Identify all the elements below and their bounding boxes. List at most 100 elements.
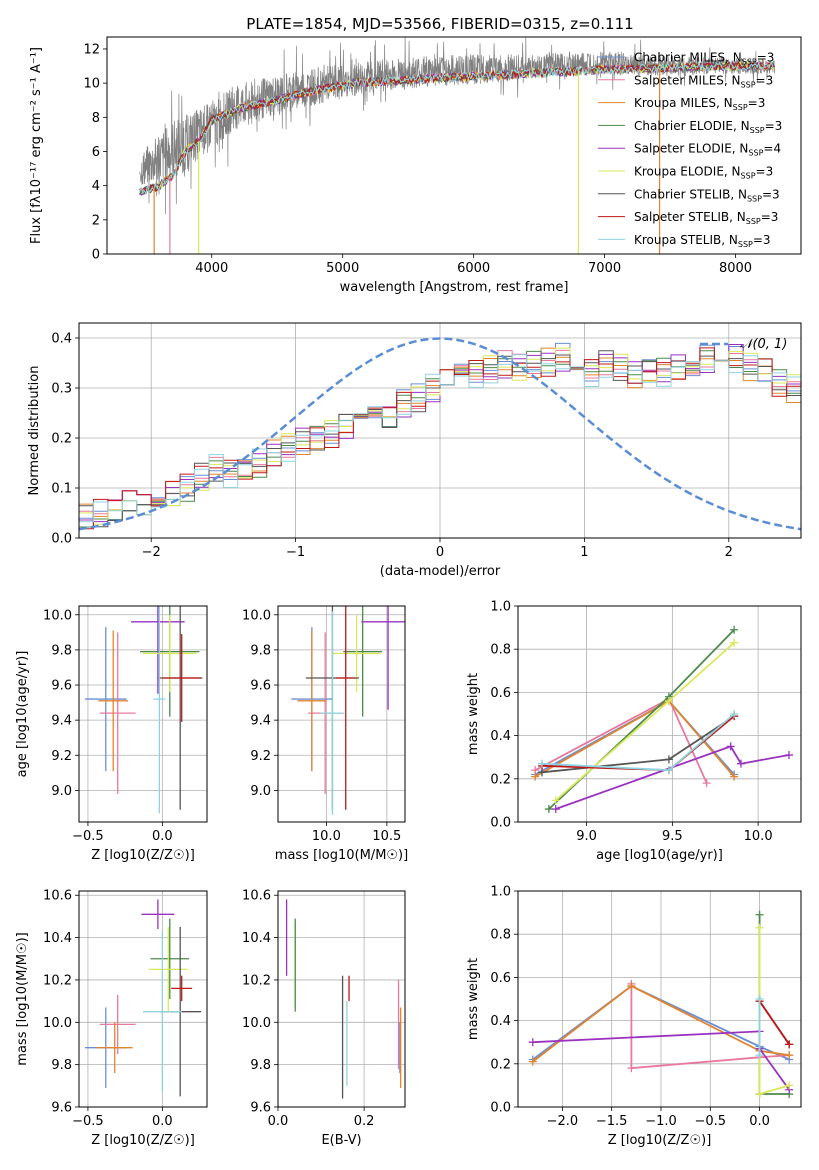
tick-label-y: 10.4 (43, 931, 72, 946)
tick-label-y: 0.6 (490, 686, 511, 701)
tick-label-y: 10.6 (43, 889, 72, 904)
weight-marker-kroupa_stelib (538, 759, 547, 768)
axes-frame (277, 890, 406, 1108)
legend-label-sub: SSP (741, 172, 756, 181)
legend-label: Kroupa STELIB, NSSP=3 (634, 233, 771, 249)
errorbar-chabrier_miles (84, 627, 127, 772)
tick-label-y: 10 (83, 77, 100, 92)
legend-label-tail: =3 (753, 233, 771, 247)
tick-label-y: 10.2 (43, 973, 72, 988)
y-axis-label: Normed distribution (27, 366, 42, 496)
y-axis-label: Flux [fλ10⁻¹⁷ erg cm⁻² s⁻¹ A⁻¹] (29, 47, 44, 244)
tick-label-x: 8000 (719, 261, 752, 276)
tick-label-x: 0.0 (268, 1114, 289, 1129)
legend-label-tail: =3 (765, 119, 783, 133)
legend-label-sub: SSP (733, 103, 748, 112)
errorbar-salpeter_elodie (361, 606, 405, 710)
axes-frame (517, 605, 802, 823)
histogram-kroupa_elodie (79, 347, 801, 538)
plot-area-age_vs_mass (291, 606, 405, 815)
weight-marker-kroupa_stelib (755, 995, 764, 1003)
legend-label-tail: =3 (748, 96, 766, 110)
errorbar-salpeter_stelib (336, 606, 356, 810)
tick-label-y: 0.2 (490, 772, 511, 787)
tick-label-x: −0.5 (72, 1114, 104, 1129)
legend-label-base: Chabrier STELIB, N (634, 187, 747, 201)
tick-label-y: 9.6 (51, 679, 72, 694)
weight-marker-kroupa_elodie (551, 796, 560, 805)
histogram-salpeter_stelib (79, 347, 801, 538)
legend-label-gaussian: 𝒩(0, 1) (740, 337, 787, 352)
legend-label-sub: SSP (747, 194, 762, 203)
axes-frame (78, 605, 208, 823)
axes-age_vs_mass: 10.0 10.5 9.0 9.2 9.4 9.6 9.8 10.0 mass [log10(M… (242, 605, 408, 863)
legend-label-base: Chabrier ELODIE, N (634, 119, 750, 133)
x-axis-label: Z [log10(Z/Z☉)] (91, 1133, 195, 1148)
weight-marker-chabrier_elodie (730, 625, 739, 634)
tick-label-x: 0.0 (152, 1114, 173, 1129)
ticks-weight_vs_age: 9.0 9.5 10.0 0.0 0.2 0.4 0.6 0.8 1.0 (490, 600, 772, 845)
legend-label-tail: =3 (761, 210, 779, 224)
tick-label-y: 1.0 (490, 885, 511, 900)
tick-label-y: 0.0 (51, 532, 72, 547)
tick-label-x: 0.0 (749, 1114, 770, 1129)
weight-marker-kroupa_miles (785, 1051, 794, 1060)
legend-label-tail: =3 (762, 187, 780, 201)
weight-line-salpeter_stelib (758, 1000, 790, 1045)
plot-area-mass_vs_Z (84, 899, 202, 1097)
x-axis-label: age [log10(age/yr)] (596, 848, 723, 863)
tick-label-x: 6000 (457, 261, 490, 276)
axes-mass_vs_ebv: 0.0 0.2 9.6 9.8 10.0 10.2 10.4 10.6 E(B-V) (242, 889, 406, 1148)
weight-marker-kroupa_miles (730, 772, 739, 781)
weight-marker-salpeter_stelib (785, 1040, 794, 1049)
weight-line-chabrier_elodie (758, 914, 790, 1095)
tick-label-x: 10.5 (372, 829, 401, 844)
errorbar-kroupa_elodie (143, 614, 197, 693)
tick-label-y: 9.8 (250, 1058, 271, 1073)
plot-area-mass_vs_ebv (285, 899, 402, 1099)
weight-marker-kroupa_elodie (730, 638, 739, 647)
histogram-kroupa_miles (79, 347, 801, 538)
legend-label-base: Kroupa MILES, N (634, 96, 733, 110)
x-axis-label: E(B-V) (321, 1133, 361, 1148)
tick-label-y: 10.0 (43, 1016, 72, 1031)
x-axis-label: wavelength [Angstrom, rest frame] (340, 280, 569, 295)
ticks-age_vs_Z: −0.5 0.0 9.0 9.2 9.4 9.6 9.8 10.0 (43, 608, 173, 844)
errorbar-kroupa_miles (297, 630, 327, 772)
weight-marker-kroupa_stelib (664, 766, 673, 775)
weight-marker-kroupa_elodie (755, 1090, 764, 1099)
tick-label-x: −2.0 (547, 1114, 579, 1129)
errorbar-kroupa_elodie (148, 927, 188, 1012)
weight-marker-salpeter_elodie (736, 759, 745, 768)
ticks-mass_vs_Z: −0.5 0.0 9.6 9.8 10.0 10.2 10.4 10.6 (43, 889, 173, 1129)
tick-label-x: 4000 (195, 261, 228, 276)
errorbar-kroupa_stelib (320, 611, 345, 815)
tick-label-x: 0.2 (354, 1114, 375, 1129)
errorbar-salpeter_miles (99, 632, 136, 794)
plots-container: 4000 5000 6000 7000 8000024681012wavelength … (15, 36, 802, 1148)
legend-label-sub: SSP (741, 80, 756, 89)
tick-label-y: 0.0 (490, 1101, 511, 1116)
tick-label-y: 0.1 (51, 482, 72, 497)
ticks-weight_vs_Z: −2.0 −1.5 −1.0 −0.5 0.0 0.0 0.2 0.4 0.6 0.8 1.0 (490, 885, 770, 1130)
tick-label-y: 4 (92, 179, 100, 194)
y-axis-label: mass [log10(M/M☉)] (15, 932, 30, 1065)
axes-age_vs_Z: −0.5 0.0 9.0 9.2 9.4 9.6 9.8 10.0 Z [log10(Z/Z☉)… (15, 605, 208, 863)
tick-label-x: 1 (580, 545, 588, 560)
tick-label-y: 9.2 (51, 749, 72, 764)
tick-label-y: 0.4 (51, 332, 72, 347)
errorbar-kroupa_miles (96, 1022, 133, 1074)
tick-label-y: 2 (92, 213, 100, 228)
tick-label-y: 0.2 (490, 1057, 511, 1072)
tick-label-y: 0.2 (51, 432, 72, 447)
tick-label-y: 0.6 (490, 971, 511, 986)
y-axis-label: age [log10(age/yr)] (15, 651, 30, 778)
weight-marker-salpeter_elodie (726, 742, 735, 751)
histogram-kroupa_stelib (79, 354, 801, 538)
tick-label-y: 9.0 (51, 784, 72, 799)
weight-marker-chabrier_stelib (664, 755, 673, 764)
tick-label-x: 7000 (588, 261, 621, 276)
tick-label-x: 10.0 (312, 829, 341, 844)
